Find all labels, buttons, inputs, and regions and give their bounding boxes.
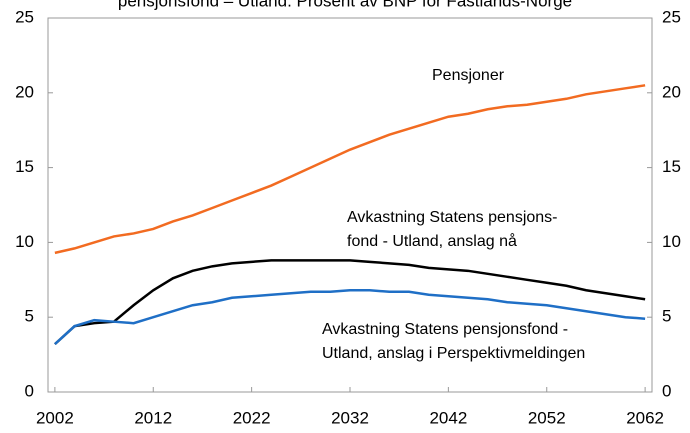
line bbox=[54, 84, 646, 255]
y2-tick-label: 5 bbox=[662, 307, 671, 326]
chart-title: pensjonsfond – Utland. Prosent av BNP fo… bbox=[118, 0, 572, 10]
y-tick-label: 0 bbox=[25, 381, 34, 400]
x-tick-label: 2062 bbox=[626, 408, 664, 427]
y-tick-label: 10 bbox=[15, 232, 34, 251]
line bbox=[54, 289, 646, 346]
y2-tick-label: 20 bbox=[662, 82, 681, 101]
annotation: Utland, anslag i Perspektivmeldingen bbox=[322, 345, 585, 362]
annotation: Pensjoner bbox=[432, 67, 505, 84]
x-tick-label: 2032 bbox=[331, 408, 369, 427]
annotation: Avkastning Statens pensjons- bbox=[347, 209, 558, 226]
y-tick-label: 5 bbox=[25, 307, 34, 326]
y-tick-label: 15 bbox=[15, 157, 34, 176]
line bbox=[54, 259, 646, 346]
annotation: fond - Utland, anslag nå bbox=[347, 232, 517, 250]
y-tick-label: 20 bbox=[15, 82, 34, 101]
y2-tick-label: 25 bbox=[662, 7, 681, 26]
x-tick-label: 2042 bbox=[429, 408, 467, 427]
x-tick-label: 2022 bbox=[233, 408, 271, 427]
annotation: Avkastning Statens pensjonsfond - bbox=[322, 321, 568, 338]
y2-tick-label: 0 bbox=[662, 381, 671, 400]
y2-tick-label: 15 bbox=[662, 157, 681, 176]
x-tick-label: 2052 bbox=[528, 408, 566, 427]
y-tick-label: 25 bbox=[15, 7, 34, 26]
y2-tick-label: 10 bbox=[662, 232, 681, 251]
x-tick-label: 2012 bbox=[134, 408, 172, 427]
x-tick-label: 2002 bbox=[36, 408, 74, 427]
